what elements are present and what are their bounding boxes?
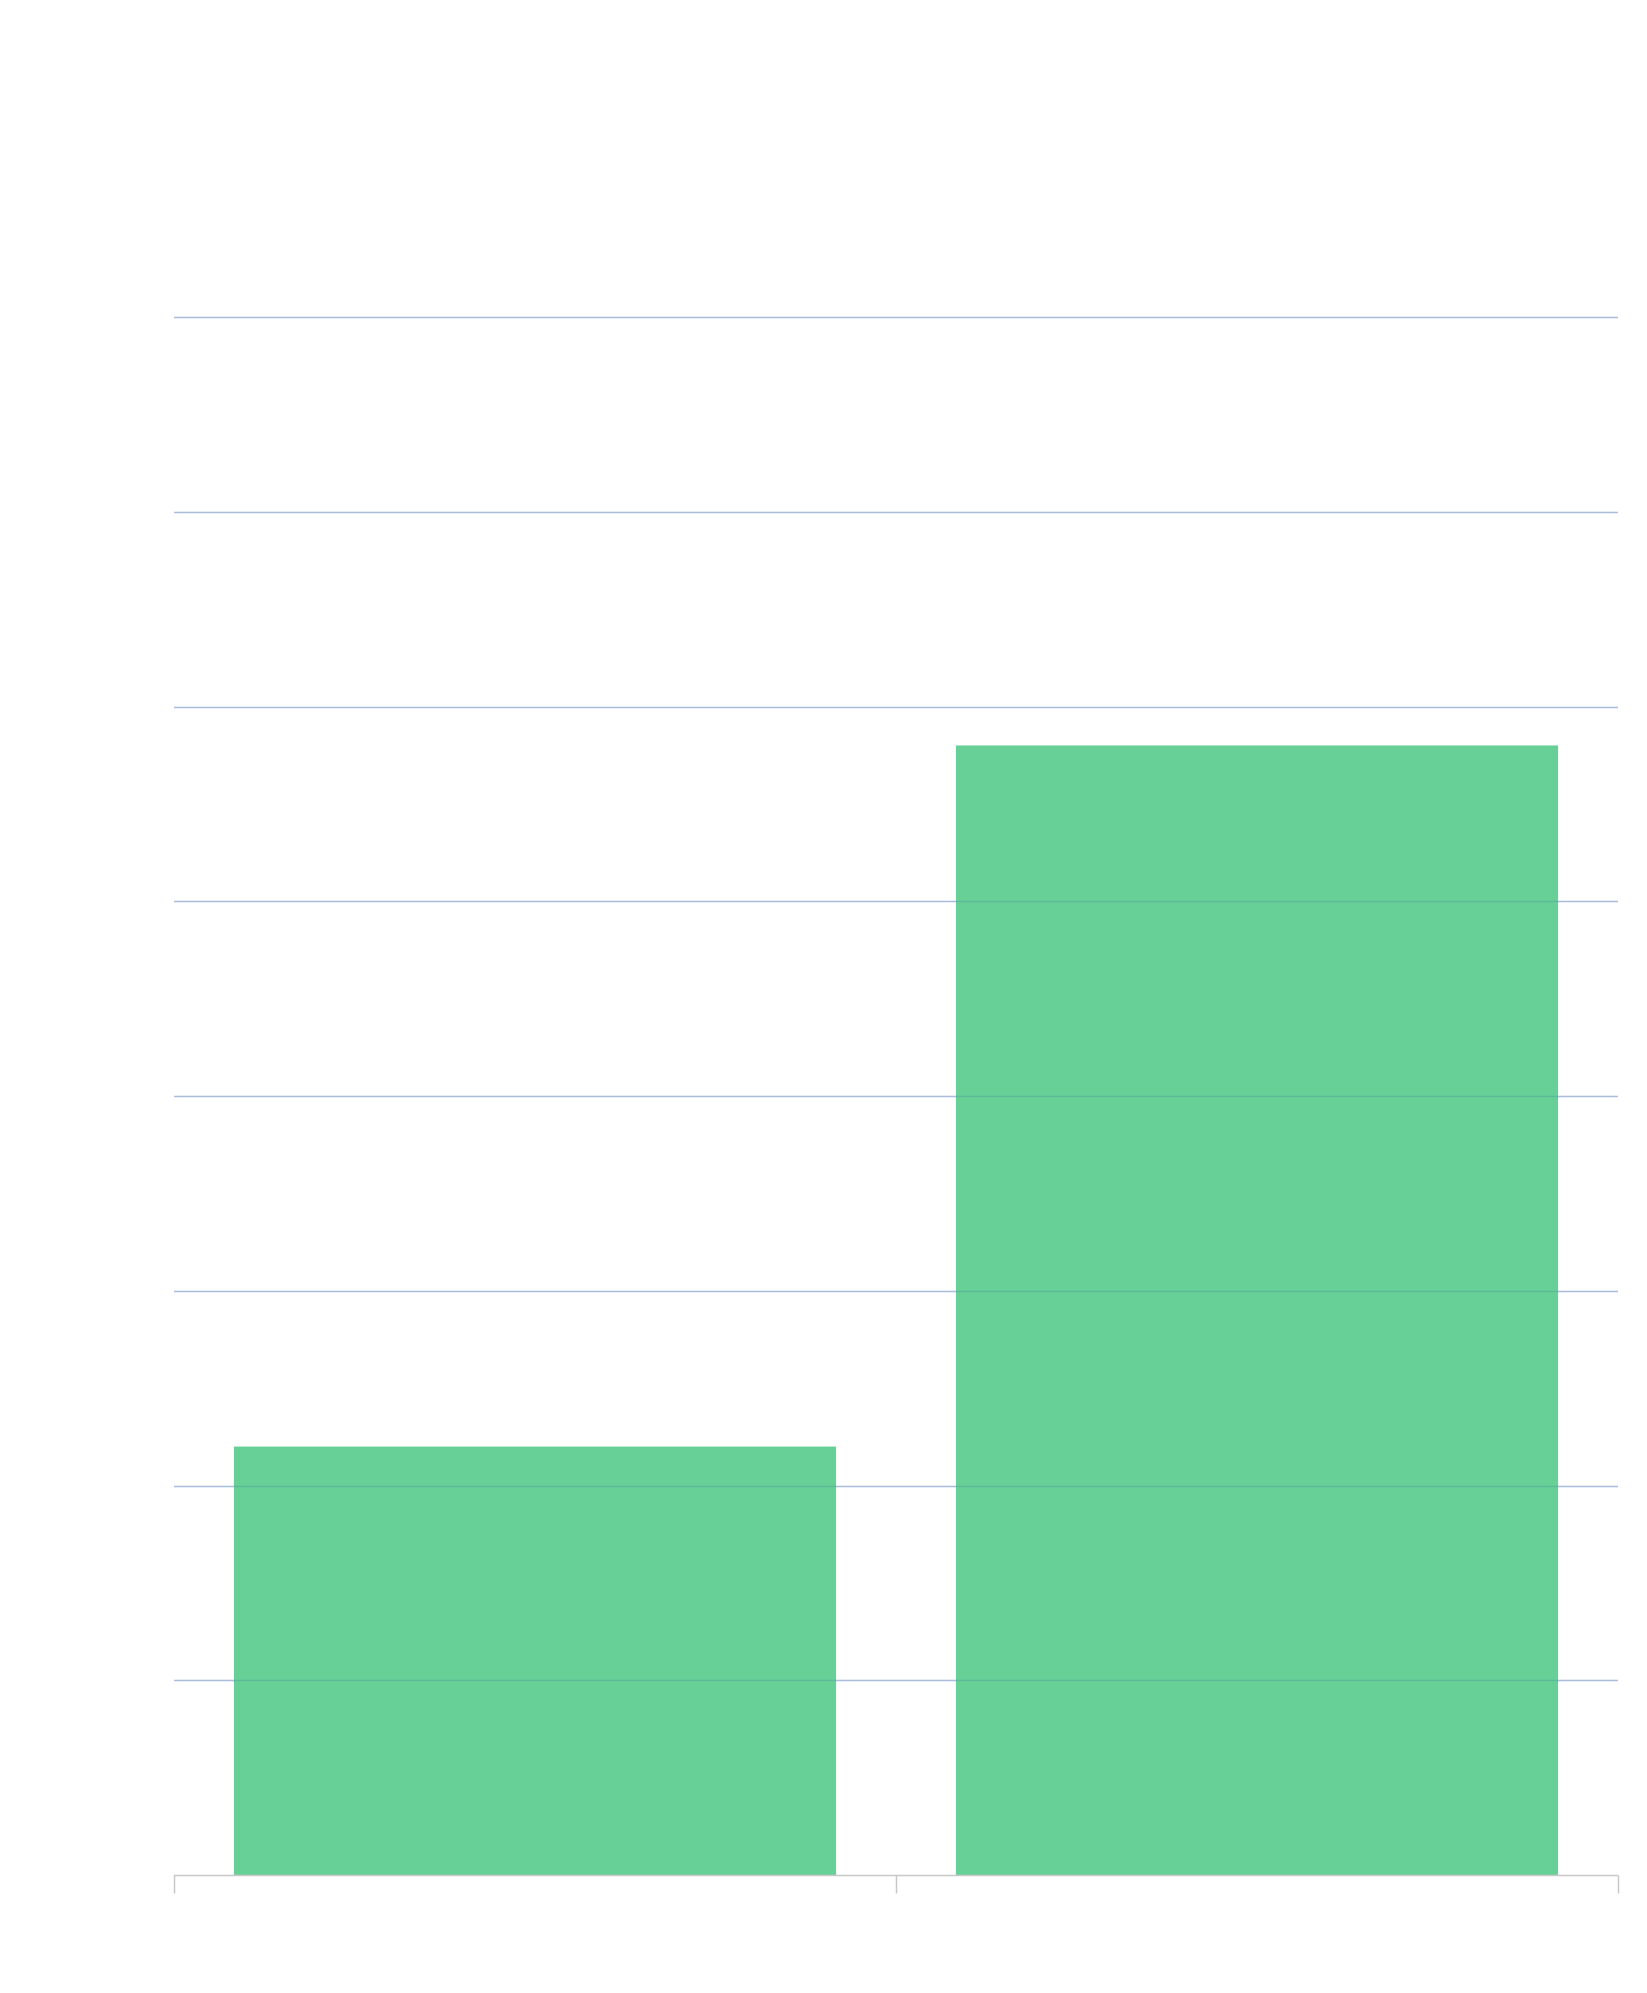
- x-axis: [173, 1874, 1620, 1894]
- bar-1: [955, 745, 1559, 1876]
- bar-0: [233, 1446, 837, 1875]
- bar-layer: [174, 316, 1618, 1876]
